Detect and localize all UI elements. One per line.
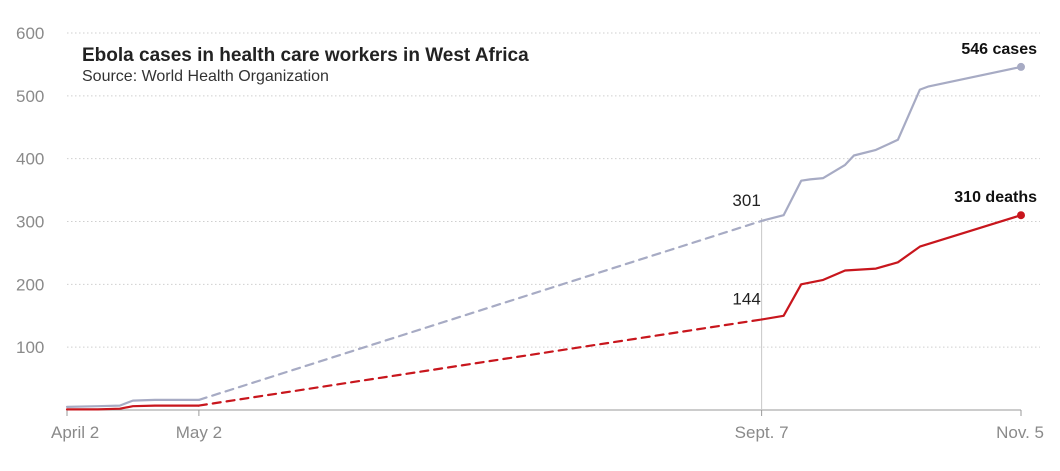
series-cases-end-label: 546 cases: [961, 41, 1037, 58]
series-cases-line-early: [65, 398, 200, 408]
chart-subtitle: Source: World Health Organization: [82, 68, 329, 85]
chart-title: Ebola cases in health care workers in We…: [82, 45, 529, 66]
y-tick-label: 500: [16, 87, 44, 106]
x-tick-label: Nov. 5: [996, 423, 1044, 442]
y-tick-label: 200: [16, 275, 44, 294]
series-cases-marker-label: 301: [732, 191, 760, 210]
series-deaths-end-label: 310 deaths: [954, 189, 1037, 206]
y-tick-label: 100: [16, 338, 44, 357]
y-axis-ticks: 100 200 300 400 500 600: [16, 24, 44, 357]
series-cases-line-late: [760, 65, 1023, 222]
series-cases-line-gap: [197, 219, 763, 401]
series-lines: [65, 62, 1025, 411]
x-tick-label: Sept. 7: [735, 423, 789, 442]
series-deaths-marker-label: 144: [732, 290, 760, 309]
series-deaths-line-early: [65, 404, 200, 411]
x-axis-ticks: April 2 May 2 Sept. 7 Nov. 5: [51, 409, 1044, 442]
series-deaths-end-point: [1017, 211, 1025, 220]
y-tick-label: 600: [16, 24, 44, 43]
y-tick-label: 300: [16, 213, 44, 232]
y-tick-label: 400: [16, 150, 44, 169]
series-deaths-line-gap: [197, 318, 763, 407]
series-deaths-line-late: [760, 214, 1023, 321]
x-tick-label: April 2: [51, 423, 99, 442]
data-labels: 546 cases 301 310 deaths 144: [732, 41, 1037, 309]
series-cases-end-point: [1017, 62, 1025, 71]
x-tick-label: May 2: [176, 423, 222, 442]
